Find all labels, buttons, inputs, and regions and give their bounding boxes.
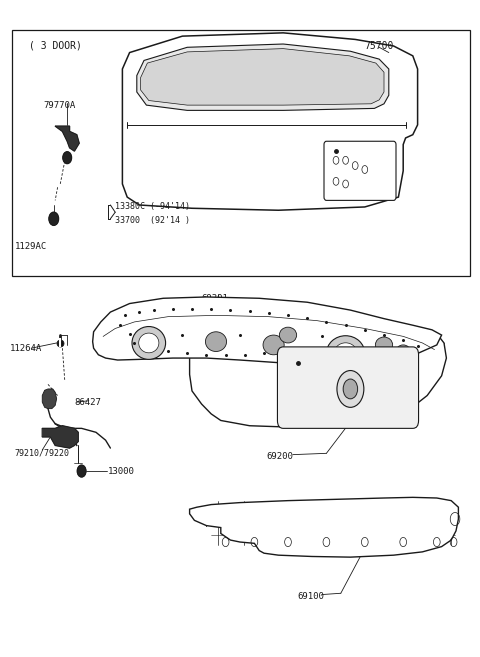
Circle shape	[63, 152, 72, 164]
Text: 33700  (92'14 ): 33700 (92'14 )	[115, 215, 190, 225]
Text: 69100: 69100	[298, 592, 324, 601]
Text: 69200: 69200	[266, 452, 293, 461]
Polygon shape	[55, 126, 79, 151]
Polygon shape	[141, 49, 384, 105]
Circle shape	[337, 371, 364, 407]
Text: 1129AC: 1129AC	[14, 242, 47, 251]
Text: 13000: 13000	[108, 466, 135, 476]
Text: 11264A: 11264A	[10, 344, 42, 353]
Text: 69301: 69301	[202, 294, 228, 304]
Polygon shape	[163, 317, 446, 427]
Polygon shape	[93, 297, 442, 365]
Text: 75700: 75700	[365, 41, 394, 51]
Ellipse shape	[205, 332, 227, 351]
Ellipse shape	[334, 343, 357, 364]
Polygon shape	[42, 426, 78, 448]
Ellipse shape	[375, 337, 393, 353]
Text: 79770A: 79770A	[43, 101, 75, 110]
Ellipse shape	[279, 327, 297, 343]
FancyBboxPatch shape	[277, 347, 419, 428]
FancyBboxPatch shape	[324, 141, 396, 200]
Ellipse shape	[139, 333, 159, 353]
Ellipse shape	[396, 345, 410, 358]
Polygon shape	[42, 389, 57, 409]
Text: 79210/79220: 79210/79220	[14, 449, 70, 458]
Ellipse shape	[263, 335, 284, 355]
Circle shape	[343, 379, 358, 399]
Text: 86427: 86427	[74, 397, 101, 407]
Circle shape	[77, 465, 86, 477]
Polygon shape	[122, 33, 418, 210]
Text: 13380C (-94'14): 13380C (-94'14)	[115, 202, 190, 212]
Polygon shape	[190, 497, 458, 557]
Ellipse shape	[326, 336, 365, 371]
Text: ( 3 DOOR): ( 3 DOOR)	[29, 41, 82, 51]
Circle shape	[49, 212, 59, 225]
Ellipse shape	[132, 327, 166, 359]
Bar	[12, 30, 470, 276]
Polygon shape	[137, 44, 389, 110]
